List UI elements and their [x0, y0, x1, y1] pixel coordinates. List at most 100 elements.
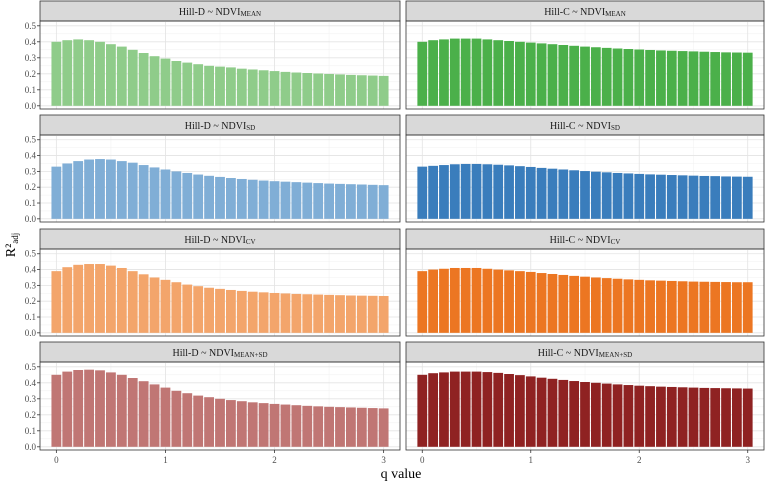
y-tick-label: 0.0 — [25, 442, 37, 452]
bar — [204, 65, 214, 106]
bar — [417, 374, 428, 447]
bar — [460, 163, 471, 219]
bar — [645, 386, 655, 447]
bar — [742, 176, 753, 219]
panel-border — [405, 361, 765, 451]
bar — [612, 384, 623, 447]
bar — [580, 382, 590, 447]
y-tick-label: 0.3 — [25, 394, 37, 404]
x-tick-label: 2 — [637, 455, 642, 465]
y-tick-label: 0.5 — [25, 249, 37, 259]
bar — [138, 53, 149, 106]
bar — [302, 73, 313, 106]
bar — [313, 183, 324, 219]
bar — [493, 164, 504, 219]
bar — [51, 271, 62, 333]
bar — [182, 284, 193, 333]
bar — [623, 385, 634, 447]
bar — [721, 176, 731, 219]
bar — [335, 74, 345, 106]
bar — [710, 52, 721, 106]
bar — [536, 167, 547, 219]
bar — [569, 170, 580, 219]
bar — [258, 70, 269, 106]
bar — [51, 374, 62, 447]
bar — [236, 68, 247, 106]
facet-strip-label-subscript: MEAN — [605, 10, 626, 18]
bar — [84, 369, 94, 447]
bar — [302, 294, 313, 333]
bar — [699, 281, 710, 333]
bar — [356, 184, 367, 219]
bar — [623, 173, 634, 219]
bar — [504, 270, 514, 333]
bar — [116, 161, 127, 219]
panel-border — [39, 134, 401, 223]
bar — [95, 159, 105, 219]
bar — [656, 280, 666, 333]
panel-border — [405, 20, 765, 110]
y-tick-label: 0.1 — [25, 426, 36, 436]
bar — [493, 40, 504, 106]
bar — [258, 292, 269, 333]
bar — [569, 45, 580, 106]
bar — [439, 165, 449, 219]
bar — [149, 56, 160, 106]
bar — [666, 386, 677, 447]
bar — [280, 71, 291, 106]
bar — [449, 371, 460, 447]
bar — [677, 175, 688, 219]
facet-strip-label-subscript: MEAN — [240, 10, 261, 18]
bar — [677, 51, 688, 106]
bar — [525, 42, 536, 106]
bar — [171, 390, 182, 447]
bar — [215, 176, 225, 219]
bar — [127, 162, 138, 219]
facet-strip-label: Hill-D ~ NDVIMEAN+SD — [172, 348, 267, 359]
bar — [127, 378, 138, 447]
bar — [536, 377, 547, 447]
facet-panel: Hill-D ~ NDVISD 0.0 0.1 0.2 0.3 0.4 0.5 — [25, 114, 401, 224]
bar — [236, 401, 247, 447]
bar — [138, 381, 149, 447]
facet-strip-label: Hill-D ~ NDVICV — [184, 235, 255, 246]
bar — [471, 38, 482, 106]
facet-panel: Hill-D ~ NDVIMEAN 0.0 0.1 0.2 0.3 0.4 0.5 — [25, 0, 401, 111]
bar — [313, 294, 324, 333]
bar — [160, 387, 171, 447]
bar — [547, 378, 558, 447]
bar — [116, 374, 127, 447]
bar — [84, 40, 94, 106]
bar — [127, 271, 138, 333]
facet-strip-label-prefix: Hill-D ~ NDVI — [172, 348, 234, 359]
y-tick-label: 0.0 — [25, 101, 37, 111]
bar — [471, 371, 482, 447]
bar — [536, 43, 547, 106]
bar — [417, 271, 428, 333]
bar — [482, 164, 493, 219]
bar — [536, 273, 547, 333]
bar — [460, 371, 471, 447]
facet-panel: Hill-C ~ NDVISD — [405, 114, 765, 223]
bar — [84, 264, 94, 333]
bar — [204, 287, 214, 333]
bar — [612, 278, 623, 333]
bar — [449, 267, 460, 333]
bar — [471, 163, 482, 219]
bar — [460, 267, 471, 333]
x-tick-label: 1 — [163, 455, 168, 465]
bar — [346, 407, 356, 447]
bar — [247, 402, 258, 447]
bar — [226, 178, 236, 219]
bar — [193, 174, 204, 219]
bar — [127, 49, 138, 106]
facet-panel: Hill-C ~ NDVIMEAN — [405, 0, 765, 110]
bar — [346, 74, 356, 106]
bar — [742, 52, 753, 106]
bar — [428, 165, 439, 219]
bar — [291, 293, 302, 333]
bar — [226, 67, 236, 106]
y-tick-label: 0.5 — [25, 21, 37, 31]
bar — [742, 388, 753, 447]
facet-strip-label: Hill-D ~ NDVISD — [185, 121, 255, 132]
